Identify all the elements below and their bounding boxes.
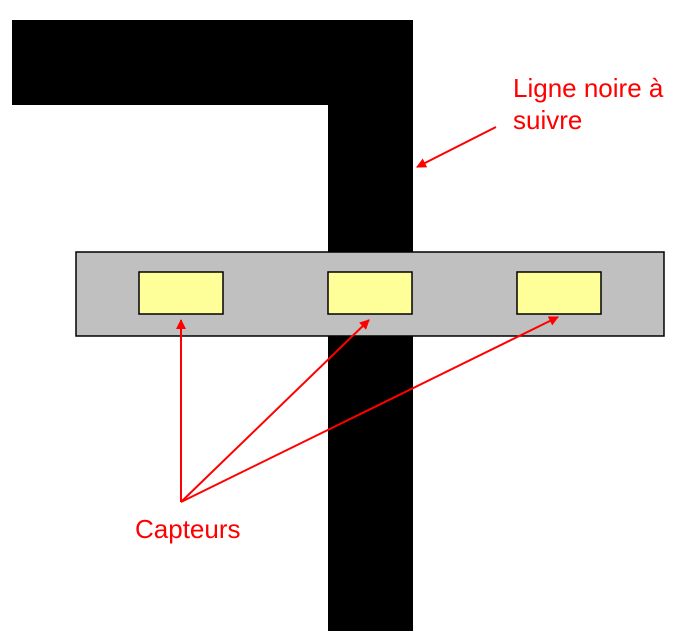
sensor-center (327, 271, 413, 315)
black-line-annotation-line1: Ligne noire à (513, 73, 664, 103)
arrow-to-sensor-right (180, 316, 559, 503)
arrow-to-line (416, 126, 497, 168)
black-line-annotation: Ligne noire à suivre (513, 72, 663, 136)
sensor-left (138, 271, 224, 315)
sensors-annotation: Capteurs (135, 514, 241, 544)
black-line-annotation-line2: suivre (513, 105, 583, 135)
arrow-to-sensor-center (180, 319, 370, 503)
sensor-right (516, 271, 602, 315)
